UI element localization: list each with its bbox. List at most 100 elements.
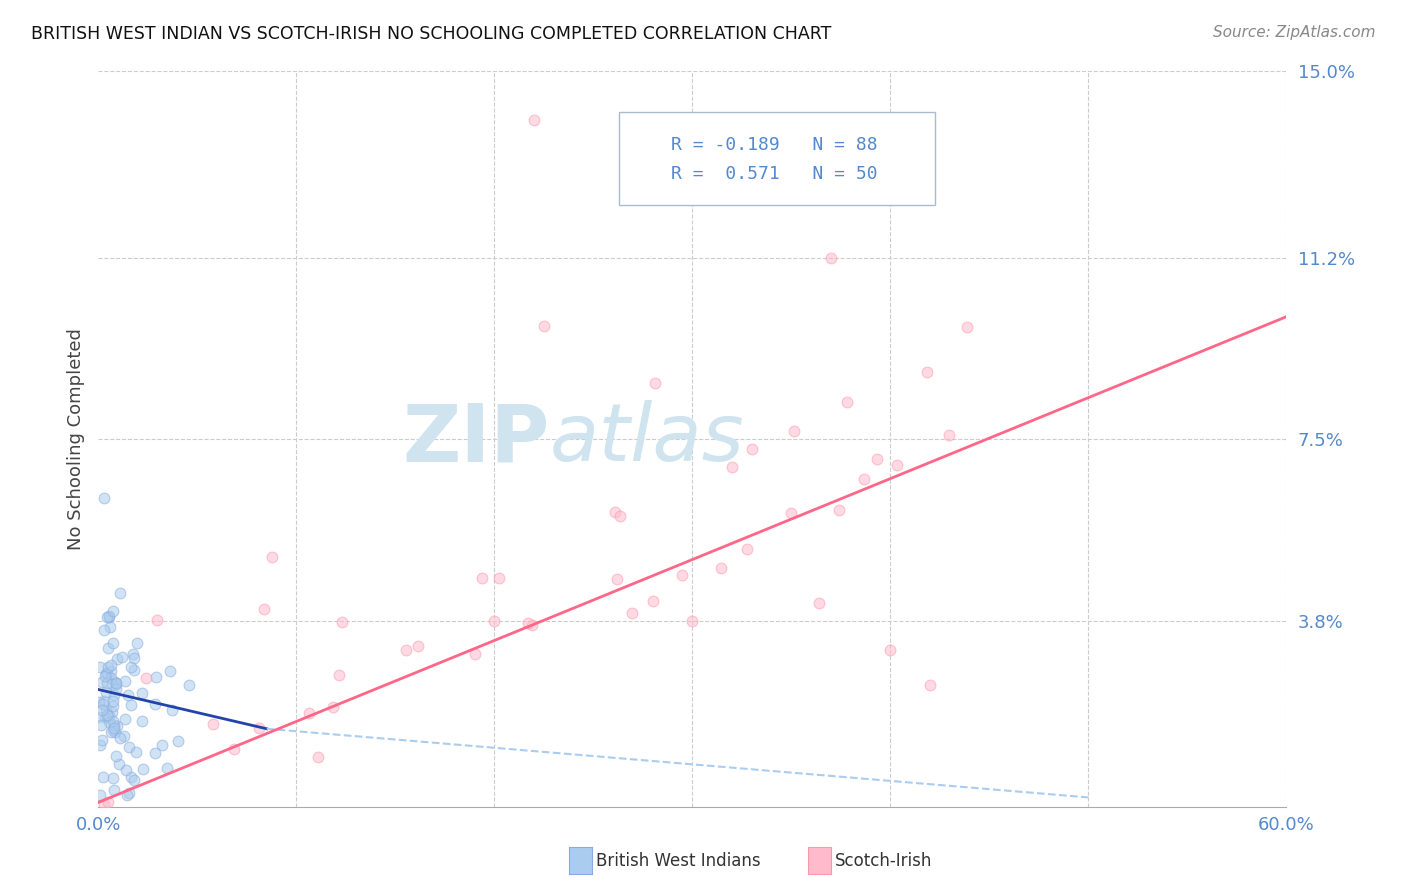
Point	[671, 568, 693, 582]
Text: R =  0.571   N = 50: R = 0.571 N = 50	[671, 165, 877, 183]
Point	[523, 113, 546, 128]
Point	[98, 608, 121, 623]
Text: ZIP: ZIP	[402, 401, 550, 478]
Point	[101, 604, 124, 618]
Point	[100, 657, 122, 672]
Point	[125, 746, 148, 760]
Point	[87, 695, 110, 709]
Point	[710, 561, 733, 575]
Point	[122, 648, 145, 662]
Point	[104, 675, 127, 690]
Point	[91, 697, 114, 711]
Point	[90, 702, 112, 716]
Point	[115, 788, 138, 802]
Point	[146, 613, 169, 627]
Point	[90, 674, 112, 689]
Point	[328, 668, 350, 682]
Point	[98, 610, 121, 624]
Point	[97, 715, 120, 730]
Point	[150, 738, 173, 752]
Point	[262, 549, 284, 564]
Point	[93, 491, 115, 505]
Point	[100, 664, 122, 678]
Point	[100, 671, 122, 685]
Point	[247, 721, 270, 735]
Point	[94, 703, 117, 717]
Point	[956, 320, 979, 334]
Point	[103, 688, 125, 702]
Point	[112, 729, 135, 743]
Text: Source: ZipAtlas.com: Source: ZipAtlas.com	[1212, 25, 1375, 40]
Point	[97, 795, 120, 809]
Point	[93, 624, 115, 638]
Point	[96, 707, 118, 722]
Point	[96, 667, 118, 681]
Point	[641, 594, 664, 608]
Point	[605, 505, 627, 519]
Point	[484, 615, 506, 629]
Point	[120, 660, 142, 674]
Point	[330, 615, 353, 629]
Point	[131, 686, 153, 700]
Point	[533, 319, 555, 334]
Point	[97, 660, 120, 674]
Point	[620, 607, 643, 621]
Point	[105, 652, 128, 666]
Point	[853, 472, 876, 486]
Point	[201, 717, 224, 731]
Point	[105, 748, 128, 763]
Point	[820, 251, 842, 265]
Point	[93, 797, 115, 811]
Point	[90, 733, 112, 747]
Point	[97, 640, 120, 655]
Point	[681, 614, 703, 628]
Point	[105, 719, 128, 733]
Point	[101, 705, 124, 719]
Point	[224, 742, 246, 756]
Point	[644, 376, 666, 391]
Point	[167, 734, 190, 748]
Text: BRITISH WEST INDIAN VS SCOTCH-IRISH NO SCHOOLING COMPLETED CORRELATION CHART: BRITISH WEST INDIAN VS SCOTCH-IRISH NO S…	[31, 25, 831, 43]
Point	[93, 710, 115, 724]
Point	[105, 681, 128, 696]
Point	[920, 678, 942, 692]
Point	[828, 502, 851, 516]
Point	[89, 660, 111, 674]
Point	[297, 706, 319, 721]
Point	[103, 721, 125, 735]
Point	[101, 636, 124, 650]
Text: R = -0.189   N = 88: R = -0.189 N = 88	[671, 136, 877, 154]
Point	[96, 675, 118, 690]
Point	[127, 636, 149, 650]
Point	[117, 739, 139, 754]
Point	[886, 458, 908, 472]
Point	[87, 710, 110, 724]
Point	[464, 647, 486, 661]
Point	[103, 718, 125, 732]
Point	[108, 731, 131, 746]
Point	[111, 649, 134, 664]
Point	[98, 708, 121, 723]
Point	[780, 506, 803, 520]
Point	[517, 615, 540, 630]
Point	[735, 542, 758, 557]
Point	[117, 688, 139, 702]
Point	[98, 619, 121, 633]
Point	[122, 772, 145, 787]
Point	[145, 670, 167, 684]
Point	[938, 428, 960, 442]
Point	[606, 572, 628, 586]
Point	[104, 675, 127, 690]
Point	[103, 723, 125, 738]
Point	[107, 756, 129, 771]
Text: atlas: atlas	[550, 401, 745, 478]
Point	[103, 783, 125, 797]
Point	[94, 669, 117, 683]
Point	[741, 442, 763, 457]
Point	[253, 602, 276, 616]
Point	[159, 664, 181, 678]
Point	[395, 642, 418, 657]
Point	[143, 697, 166, 711]
Point	[96, 610, 118, 624]
Point	[120, 770, 142, 784]
